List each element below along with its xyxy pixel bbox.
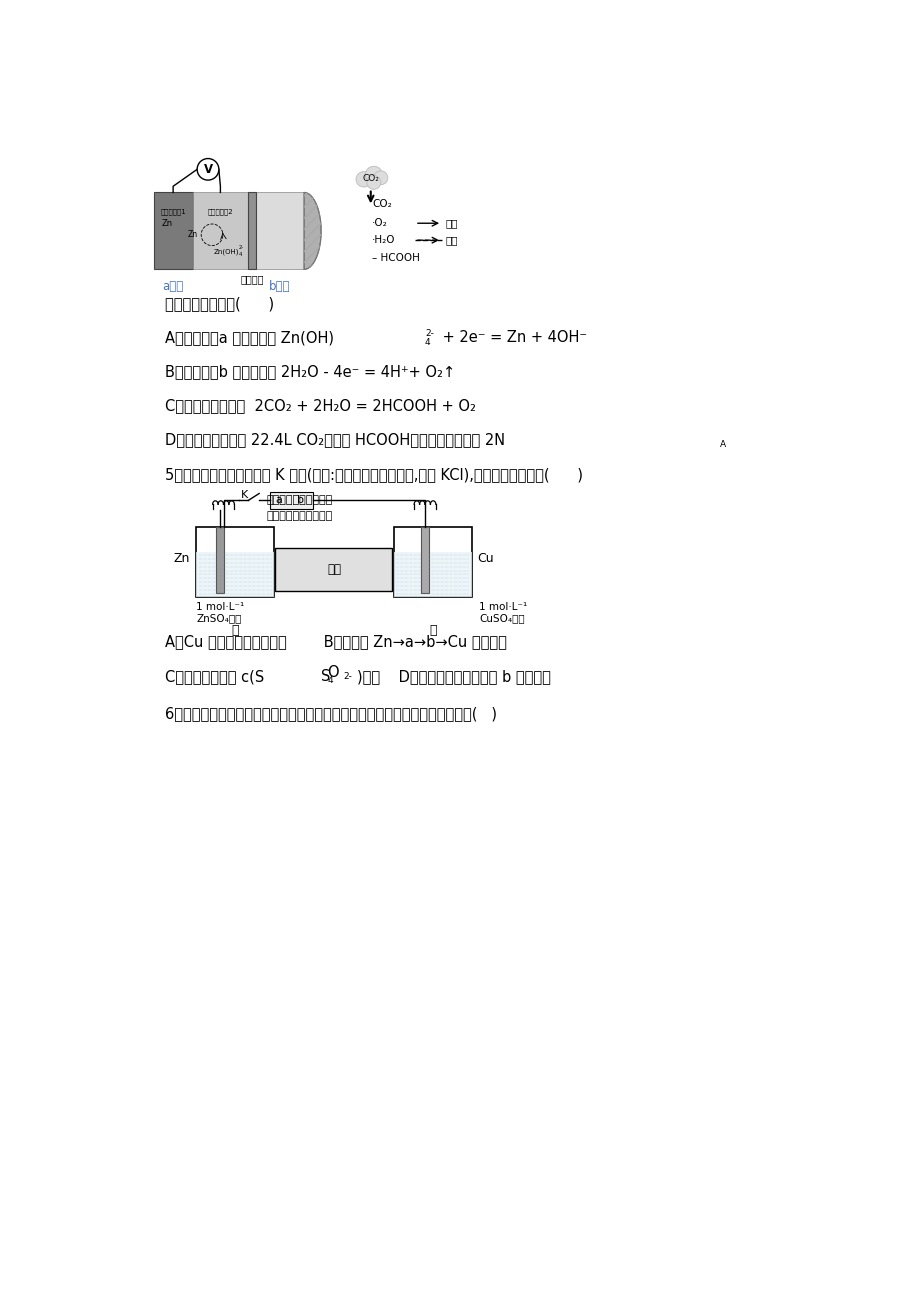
Text: CO₂: CO₂ bbox=[372, 199, 391, 210]
Text: Zn(OH): Zn(OH) bbox=[213, 249, 239, 255]
Text: 1 mol·L⁻¹: 1 mol·L⁻¹ bbox=[479, 603, 527, 612]
Bar bbox=[196, 527, 274, 596]
Text: Cu: Cu bbox=[477, 552, 494, 565]
Text: ·O₂: ·O₂ bbox=[372, 219, 388, 228]
Text: a: a bbox=[276, 496, 282, 505]
Text: 电解质溶液2: 电解质溶液2 bbox=[208, 208, 233, 215]
Bar bbox=[153, 193, 192, 270]
Text: 6．如图是某同学设计的验证原电池和电解池的实验装置，下列说法不正确的是(   ): 6．如图是某同学设计的验证原电池和电解池的实验装置，下列说法不正确的是( ) bbox=[165, 706, 497, 721]
Text: Zn: Zn bbox=[187, 230, 197, 240]
Circle shape bbox=[373, 171, 388, 185]
Text: 盐桥: 盐桥 bbox=[326, 562, 341, 575]
Text: K: K bbox=[241, 490, 248, 500]
Text: Zn: Zn bbox=[174, 552, 190, 565]
Text: + 2e⁻ = Zn + 4OH⁻: + 2e⁻ = Zn + 4OH⁻ bbox=[437, 331, 586, 345]
Text: b电极: b电极 bbox=[269, 280, 290, 293]
Circle shape bbox=[197, 159, 219, 180]
Text: A．Cu 电极上发生还原反应        B．电子沿 Zn→a→b→Cu 路径移动: A．Cu 电极上发生还原反应 B．电子沿 Zn→a→b→Cu 路径移动 bbox=[165, 634, 506, 648]
Text: ZnSO₄溶液: ZnSO₄溶液 bbox=[196, 613, 242, 624]
Text: 2-: 2- bbox=[425, 329, 434, 337]
Bar bbox=[248, 193, 255, 270]
Text: 乙: 乙 bbox=[428, 624, 436, 637]
Circle shape bbox=[365, 167, 382, 184]
Text: O: O bbox=[327, 665, 338, 681]
Text: ·H₂O: ·H₂O bbox=[372, 236, 395, 245]
Bar bbox=[393, 552, 471, 596]
Bar bbox=[216, 527, 223, 592]
Text: V: V bbox=[203, 163, 212, 176]
Text: S: S bbox=[321, 669, 330, 685]
Bar bbox=[255, 193, 304, 270]
Text: 2-: 2- bbox=[344, 672, 352, 681]
Text: 2-: 2- bbox=[238, 245, 244, 250]
Text: CO₂: CO₂ bbox=[362, 174, 379, 184]
Text: 电解质溶液1: 电解质溶液1 bbox=[160, 208, 186, 215]
Text: D．放电时，标况下 22.4L CO₂转化为 HCOOH，转移的电子数为 2N: D．放电时，标况下 22.4L CO₂转化为 HCOOH，转移的电子数为 2N bbox=[165, 432, 505, 447]
Bar bbox=[275, 548, 392, 591]
Text: )增大    D．片刻后可观察到滤纸 b 处变红色: )增大 D．片刻后可观察到滤纸 b 处变红色 bbox=[357, 669, 550, 685]
Text: 充电: 充电 bbox=[446, 236, 458, 245]
Polygon shape bbox=[304, 193, 321, 270]
Text: 1 mol·L⁻¹: 1 mol·L⁻¹ bbox=[196, 603, 244, 612]
Text: 4: 4 bbox=[425, 339, 430, 348]
Circle shape bbox=[367, 176, 380, 189]
Text: 用滴有酚酞溶液的饱和: 用滴有酚酞溶液的饱和 bbox=[266, 496, 332, 505]
Text: 放电: 放电 bbox=[446, 219, 458, 228]
Bar bbox=[192, 193, 248, 270]
Text: C．放电时，总反应  2CO₂ + 2H₂O = 2HCOOH + O₂: C．放电时，总反应 2CO₂ + 2H₂O = 2HCOOH + O₂ bbox=[165, 398, 476, 413]
Text: B．充电时，b 电极反应为 2H₂O - 4e⁻ = 4H⁺+ O₂↑: B．充电时，b 电极反应为 2H₂O - 4e⁻ = 4H⁺+ O₂↑ bbox=[165, 365, 455, 379]
Text: a电极: a电极 bbox=[163, 280, 184, 293]
Text: 双极隔膜: 双极隔膜 bbox=[240, 275, 264, 284]
Bar bbox=[421, 527, 428, 592]
Text: 下列说法错误的是(      ): 下列说法错误的是( ) bbox=[165, 297, 274, 311]
Text: – HCOOH: – HCOOH bbox=[372, 253, 420, 263]
Text: A．充电时，a 电极反应为 Zn(OH): A．充电时，a 电极反应为 Zn(OH) bbox=[165, 331, 334, 345]
Bar bbox=[393, 527, 471, 596]
Circle shape bbox=[356, 172, 371, 187]
Text: 5．将如图所示实验装置的 K 闭合(已知:盐桥中装有琼脂凝胶,内含 KCl),下列判断正确的是(      ): 5．将如图所示实验装置的 K 闭合(已知:盐桥中装有琼脂凝胶,内含 KCl),下… bbox=[165, 467, 583, 483]
Text: 甲: 甲 bbox=[231, 624, 239, 637]
Text: CuSO₄溶液: CuSO₄溶液 bbox=[479, 613, 525, 624]
Text: C．片刻后甲池中 c(S: C．片刻后甲池中 c(S bbox=[165, 669, 265, 685]
Text: 4: 4 bbox=[327, 676, 333, 685]
Text: b: b bbox=[297, 496, 304, 505]
Text: 硫酸钠溶液浸湿的滤纸: 硫酸钠溶液浸湿的滤纸 bbox=[266, 510, 332, 521]
Bar bbox=[269, 492, 312, 509]
Text: 4: 4 bbox=[238, 251, 242, 256]
Bar bbox=[196, 552, 274, 596]
Text: A: A bbox=[719, 440, 725, 449]
Text: Zn: Zn bbox=[162, 219, 173, 228]
